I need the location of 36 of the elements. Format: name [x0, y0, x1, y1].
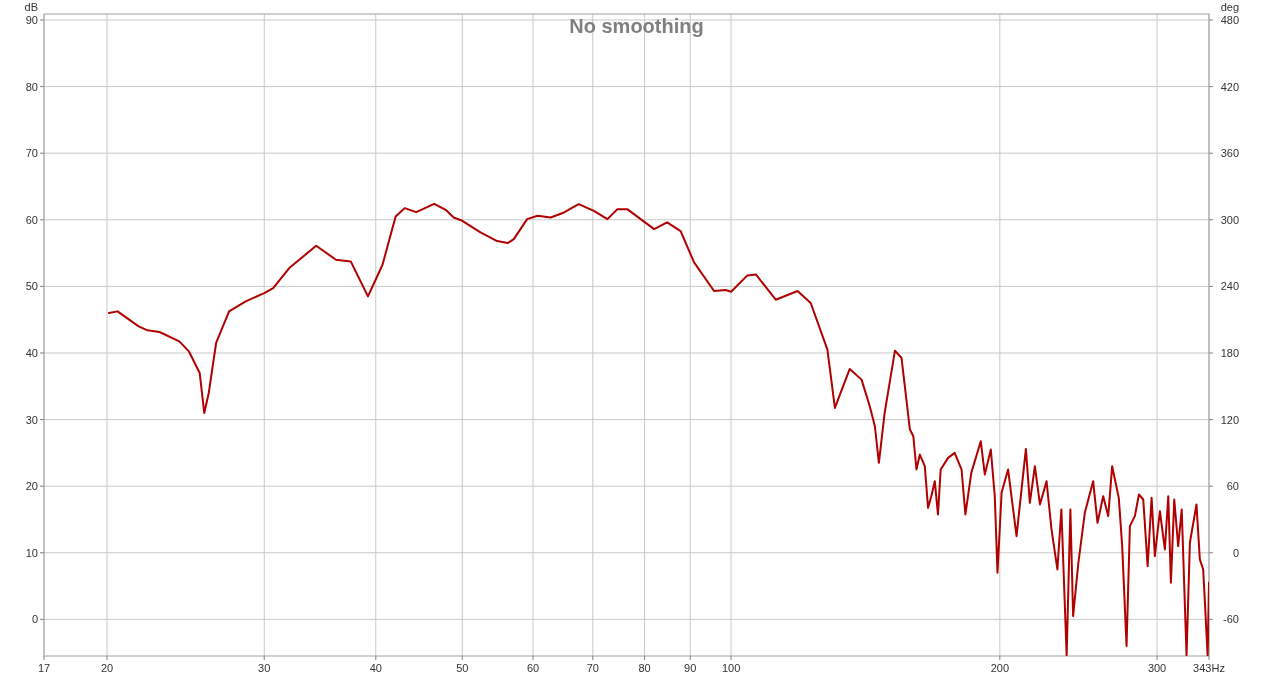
x-tick-label: 100 [721, 662, 741, 674]
x-tick-label: 300 [1147, 662, 1167, 674]
x-tick-label: 90 [684, 662, 697, 674]
y2-tick-label: 240 [1220, 280, 1239, 293]
y-tick-label: 80 [25, 80, 38, 93]
y2-tick-label: 60 [1226, 480, 1239, 493]
y-tick-label: 60 [25, 213, 38, 226]
x-tick-label: 70 [586, 662, 599, 674]
y-tick-label: 50 [25, 280, 38, 293]
y2-tick-label: 420 [1220, 80, 1239, 93]
y2-tick-label: 360 [1220, 147, 1239, 160]
x-tick-label: 60 [526, 662, 540, 674]
y-tick-label: 40 [25, 346, 38, 359]
x-tick-label: 17 [37, 662, 51, 674]
x-tick-label: 40 [369, 662, 382, 674]
y2-tick-label: 0 [1232, 546, 1239, 559]
y-tick-label: 0 [31, 613, 38, 626]
x-tick-label: 20 [100, 662, 114, 674]
y2-axis-title: deg [1220, 1, 1239, 13]
y2-tick-label: -60 [1223, 613, 1239, 626]
x-tick-label: 30 [258, 662, 271, 674]
y-tick-label: 90 [25, 13, 38, 26]
y-tick-label: 20 [25, 480, 38, 493]
chart-title: No smoothing [569, 15, 704, 37]
x-tick-label: 343Hz [1193, 662, 1225, 674]
y2-tick-label: 120 [1220, 413, 1239, 426]
y2-tick-label: 300 [1220, 213, 1239, 226]
y2-tick-label: 480 [1220, 13, 1239, 26]
x-tick-label: 80 [638, 662, 651, 674]
x-tick-label: 50 [456, 662, 469, 674]
y2-tick-label: 180 [1220, 346, 1239, 359]
y-tick-label: 10 [25, 546, 38, 559]
y-axis-title: dB [24, 1, 38, 13]
y-tick-label: 70 [25, 147, 38, 160]
x-tick-label: 200 [990, 662, 1010, 674]
y-tick-label: 30 [25, 413, 38, 426]
